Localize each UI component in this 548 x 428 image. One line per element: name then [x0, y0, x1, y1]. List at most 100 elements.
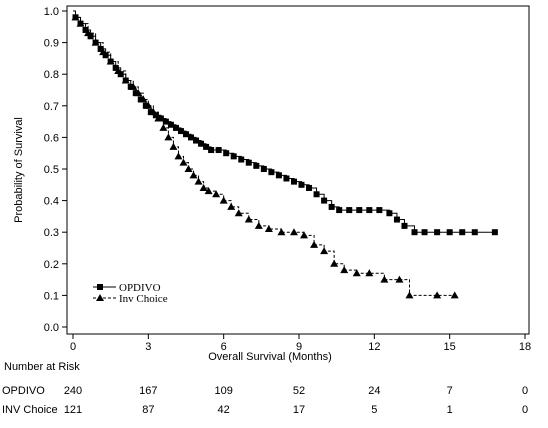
censor-marker	[313, 191, 320, 198]
censor-marker	[174, 152, 183, 160]
censor-marker	[134, 89, 143, 97]
censor-marker	[244, 215, 253, 223]
censor-marker	[298, 181, 305, 188]
y-tick-label: 0.4	[44, 196, 59, 208]
censor-marker	[149, 108, 158, 116]
censor-marker	[328, 203, 335, 210]
censor-marker	[198, 140, 205, 147]
censor-marker	[87, 33, 94, 40]
censor-marker	[471, 229, 478, 236]
legend-label: OPDIVO	[119, 282, 161, 294]
risk-count: 1	[447, 404, 453, 416]
censor-marker	[183, 131, 189, 138]
censor-marker	[321, 197, 328, 204]
censor-marker	[376, 207, 383, 214]
censor-marker	[152, 112, 159, 119]
y-tick-label: 0.2	[44, 259, 59, 271]
x-tick-label: 12	[368, 341, 380, 353]
risk-count: 7	[447, 385, 453, 397]
censor-marker	[82, 26, 89, 33]
censor-marker	[188, 134, 195, 141]
censor-marker	[142, 102, 149, 109]
censor-marker	[434, 229, 441, 236]
y-tick-label: 0.8	[44, 69, 59, 81]
risk-count: 109	[214, 385, 232, 397]
censor-marker	[330, 259, 339, 267]
legend-label: Inv Choice	[119, 293, 168, 305]
censor-marker	[393, 216, 400, 223]
censor-marker	[208, 147, 215, 154]
censor-marker	[421, 229, 428, 236]
plot-frame	[66, 5, 530, 335]
risk-row-label: OPDIVO	[2, 385, 45, 397]
censor-marker	[277, 228, 286, 236]
censor-marker	[129, 82, 138, 90]
censor-marker	[491, 229, 498, 236]
censor-marker	[91, 38, 100, 46]
risk-table-title: Number at Risk	[4, 361, 80, 373]
censor-marker	[290, 178, 297, 185]
risk-count: 52	[293, 385, 305, 397]
censor-marker	[162, 118, 169, 125]
survival-curve	[73, 10, 455, 296]
x-tick-label: 0	[70, 341, 76, 353]
series-inv-choice	[71, 10, 459, 299]
y-axis: 0.0 0.1 0.2 0.3 0.4 0.5 0.6 0.7 0.8 0.9 1.0	[44, 6, 67, 334]
censor-marker	[340, 266, 349, 274]
y-tick-label: 0.7	[44, 101, 59, 113]
risk-count: 121	[64, 404, 82, 416]
censor-marker	[450, 291, 459, 299]
x-axis-title: Overall Survival (Months)	[208, 351, 331, 363]
censor-marker	[219, 196, 228, 204]
censor-marker	[352, 269, 361, 277]
risk-count: 17	[293, 404, 305, 416]
censor-marker	[268, 169, 275, 176]
censor-marker	[147, 109, 154, 116]
censor-marker	[264, 225, 273, 233]
censor-marker	[102, 52, 109, 59]
censor-marker	[139, 95, 148, 103]
risk-count: 24	[368, 385, 380, 397]
censor-marker	[179, 158, 188, 166]
censor-marker	[172, 124, 179, 131]
censor-marker	[433, 291, 442, 299]
censor-marker	[154, 114, 163, 122]
censor-marker	[215, 147, 222, 154]
censor-marker	[356, 207, 363, 214]
y-tick-label: 0.3	[44, 227, 59, 239]
censor-marker	[459, 229, 466, 236]
y-axis-title: Probability of Survival	[13, 117, 25, 223]
x-tick-label: 15	[444, 341, 456, 353]
censor-marker	[405, 291, 414, 299]
legend-marker	[97, 284, 103, 290]
risk-count: 5	[371, 404, 377, 416]
censor-marker	[193, 137, 200, 144]
legend-marker	[96, 294, 104, 301]
risk-count: 42	[218, 404, 230, 416]
censor-marker	[260, 166, 267, 172]
censor-marker	[253, 162, 260, 169]
censor-marker	[112, 64, 119, 71]
plot-area	[66, 5, 530, 335]
censor-marker	[300, 231, 309, 239]
censor-marker	[223, 150, 230, 157]
censor-marker	[289, 228, 298, 236]
censor-marker	[189, 171, 198, 179]
censor-marker	[234, 209, 243, 217]
censor-marker	[84, 29, 93, 37]
x-tick-label: 18	[519, 341, 531, 353]
series-opdivo	[72, 10, 498, 236]
censor-marker	[97, 45, 104, 52]
censor-marker	[395, 275, 404, 283]
censor-marker	[169, 142, 178, 150]
censor-marker	[446, 229, 453, 236]
censor-marker	[366, 207, 373, 214]
censor-marker	[380, 275, 389, 283]
censor-marker	[106, 57, 115, 65]
censor-marker	[194, 177, 203, 185]
y-tick-label: 1.0	[44, 6, 59, 18]
censor-marker	[204, 187, 213, 195]
censor-marker	[99, 48, 108, 56]
